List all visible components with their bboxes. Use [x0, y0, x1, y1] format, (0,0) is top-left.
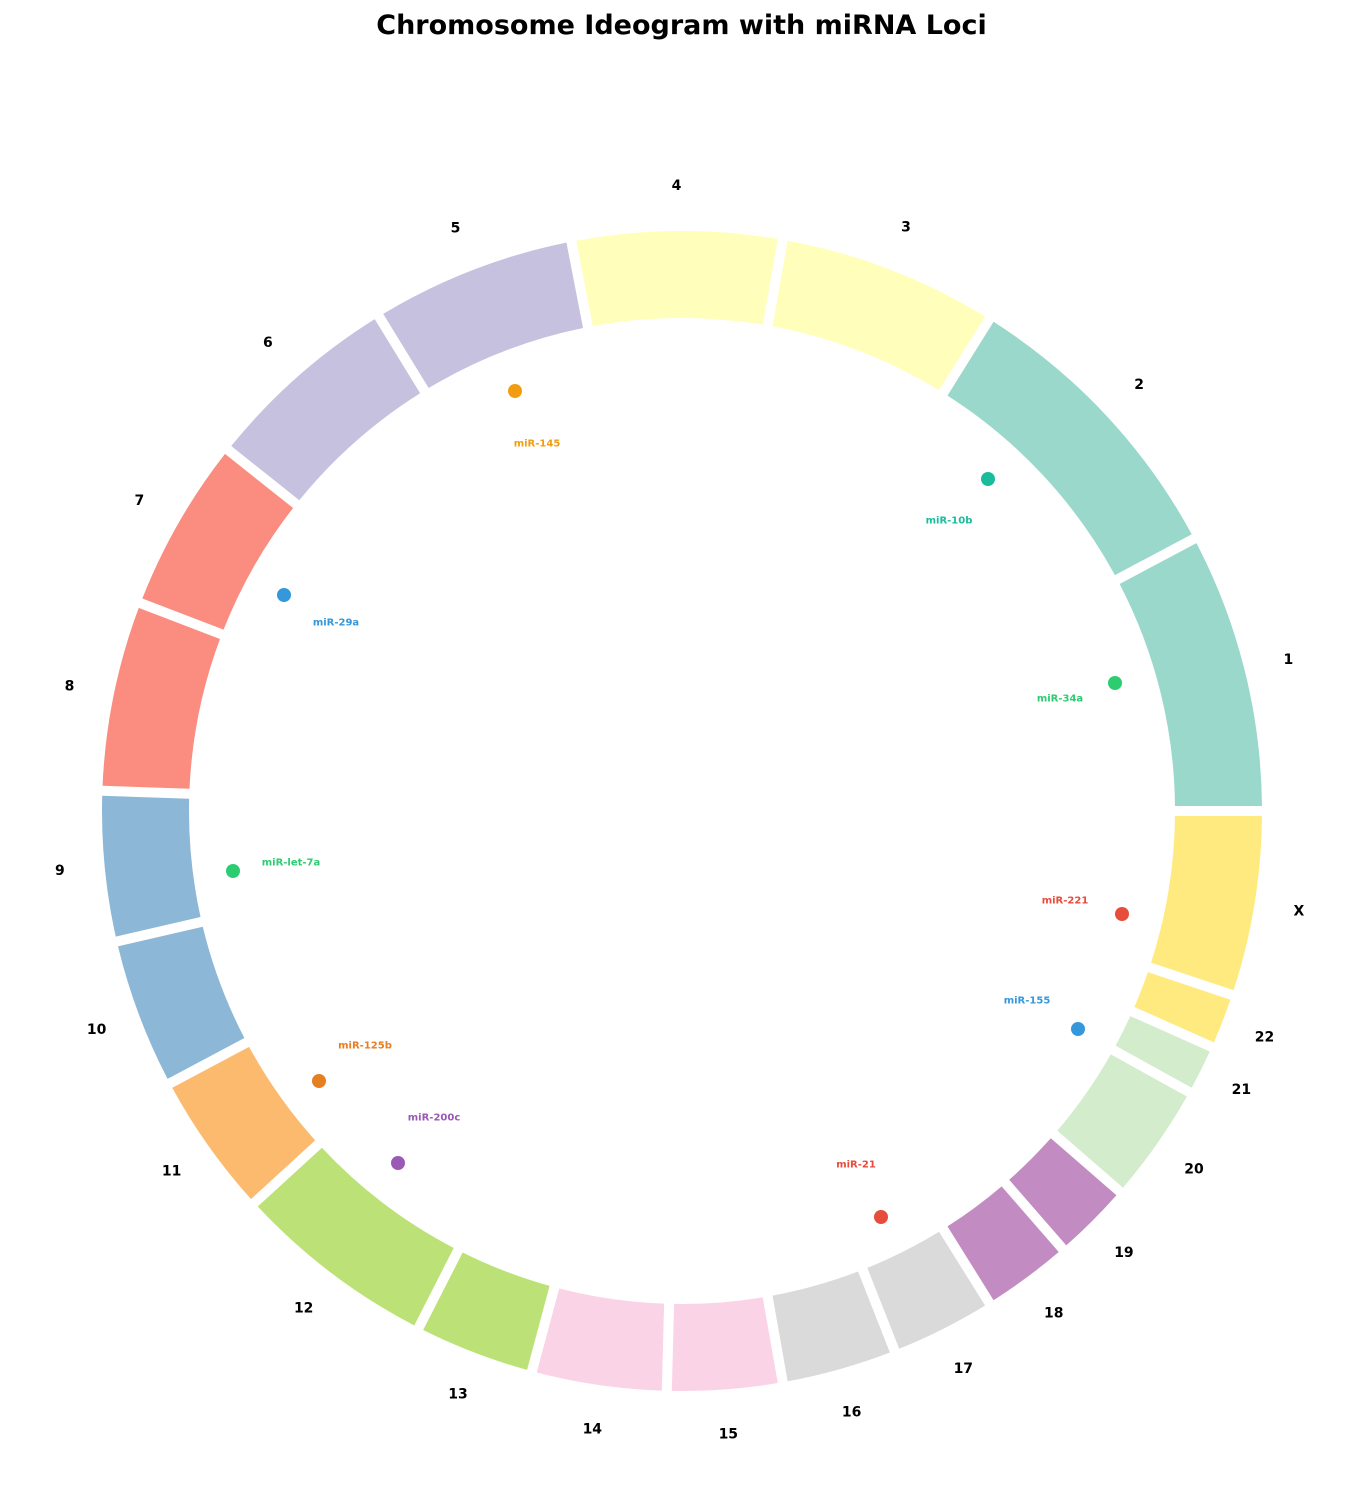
- mirna-label-miR-145: miR-145: [514, 439, 561, 450]
- chromosome-segment-9: [102, 795, 201, 937]
- chromosome-segment-11: [172, 1046, 316, 1200]
- chromosome-segment-20: [1057, 1054, 1187, 1188]
- chromosome-segment-15: [671, 1297, 778, 1391]
- mirna-label-miR-21: miR-21: [836, 1160, 876, 1171]
- mirna-label-miR-29a: miR-29a: [313, 618, 359, 629]
- chromosome-label-16: 16: [842, 1405, 861, 1421]
- chromosome-segments: [102, 230, 1262, 1391]
- mirna-marker-miR-221: [1115, 907, 1129, 921]
- chromosome-segment-4: [576, 230, 778, 327]
- chromosome-segment-22: [1134, 972, 1231, 1043]
- chromosome-segment-19: [1009, 1138, 1117, 1246]
- chromosome-segment-3: [772, 240, 986, 391]
- mirna-markers: miR-34a miR-10b miR-145 miR-29a miR-let-7a mi…: [226, 384, 1129, 1224]
- chromosome-label-13: 13: [448, 1386, 467, 1402]
- chromosome-segment-18: [947, 1186, 1059, 1301]
- chromosome-label-2: 2: [1134, 377, 1144, 393]
- chromosome-label-8: 8: [65, 678, 75, 694]
- chromosome-label-14: 14: [583, 1422, 603, 1438]
- chromosome-label-4: 4: [672, 178, 682, 194]
- chromosome-segment-10: [118, 926, 245, 1079]
- chromosome-label-21: 21: [1232, 1082, 1251, 1098]
- chromosome-label-12: 12: [294, 1301, 313, 1317]
- chromosome-label-5: 5: [451, 220, 461, 236]
- chromosome-segment-16: [772, 1271, 890, 1382]
- chromosome-segment-14: [536, 1288, 665, 1391]
- chromosome-label-19: 19: [1114, 1245, 1133, 1261]
- mirna-label-miR-221: miR-221: [1042, 896, 1089, 907]
- chromosome-label-3: 3: [901, 220, 911, 236]
- mirna-label-miR-125b: miR-125b: [338, 1041, 392, 1052]
- mirna-label-miR-155: miR-155: [1004, 996, 1051, 1007]
- chromosome-label-X: X: [1293, 903, 1304, 919]
- chromosome-label-7: 7: [135, 493, 145, 509]
- chromosome-segment-12: [257, 1147, 454, 1326]
- chromosome-label-11: 11: [162, 1164, 181, 1180]
- chromosome-segment-13: [423, 1252, 550, 1370]
- chromosome-segment-8: [102, 607, 220, 789]
- mirna-label-miR-10b: miR-10b: [926, 516, 973, 527]
- mirna-marker-miR-29a: [277, 588, 291, 602]
- chromosome-label-22: 22: [1255, 1030, 1274, 1046]
- chromosome-label-9: 9: [55, 863, 65, 879]
- mirna-marker-miR-10b: [981, 472, 995, 486]
- mirna-label-miR-let-7a: miR-let-7a: [262, 858, 321, 869]
- mirna-marker-miR-let-7a: [226, 864, 240, 878]
- chart-title: Chromosome Ideogram with miRNA Loci: [376, 10, 987, 41]
- chromosome-label-20: 20: [1184, 1161, 1204, 1177]
- chromosome-label-18: 18: [1044, 1305, 1063, 1321]
- mirna-marker-miR-200c: [391, 1156, 405, 1170]
- chromosome-label-17: 17: [954, 1361, 973, 1377]
- mirna-marker-miR-21: [874, 1210, 888, 1224]
- mirna-marker-miR-34a: [1108, 676, 1122, 690]
- chromosome-segment-21: [1115, 1016, 1210, 1088]
- chromosome-label-15: 15: [719, 1426, 738, 1442]
- mirna-marker-miR-145: [508, 384, 522, 398]
- chromosome-segment-7: [142, 453, 294, 630]
- chromosome-segment-X: [1151, 815, 1262, 991]
- chromosome-segment-17: [867, 1231, 986, 1349]
- chromosome-segment-5: [383, 242, 584, 389]
- chromosome-segment-1: [1119, 543, 1262, 807]
- mirna-marker-miR-125b: [312, 1074, 326, 1088]
- mirna-marker-miR-155: [1071, 1022, 1085, 1036]
- mirna-label-miR-200c: miR-200c: [408, 1113, 461, 1124]
- chromosome-segment-2: [947, 321, 1192, 576]
- mirna-label-miR-34a: miR-34a: [1037, 694, 1083, 705]
- chromosome-label-6: 6: [263, 335, 273, 351]
- chromosome-segment-6: [231, 319, 421, 501]
- chromosome-label-10: 10: [87, 1022, 107, 1038]
- chromosome-label-1: 1: [1284, 652, 1294, 668]
